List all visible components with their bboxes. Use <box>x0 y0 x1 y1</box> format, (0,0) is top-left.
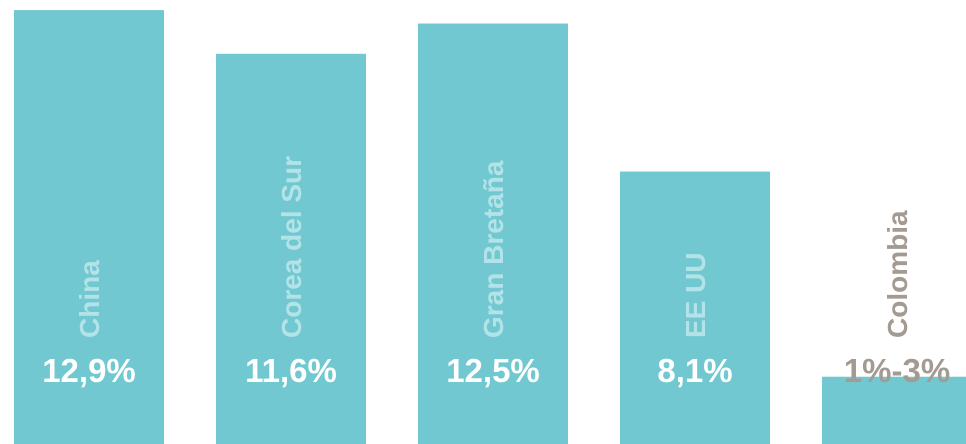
value-label: 12,5% <box>446 352 540 389</box>
value-label: 11,6% <box>245 352 337 389</box>
value-label: 8,1% <box>657 352 732 389</box>
category-label: Gran Bretaña <box>478 160 509 338</box>
bar <box>216 53 366 444</box>
value-label: 1%-3% <box>844 352 950 389</box>
bar <box>620 171 770 444</box>
value-label: 12,9% <box>42 352 136 389</box>
category-label: Corea del Sur <box>276 156 307 338</box>
bar <box>14 10 164 444</box>
bar <box>418 23 568 444</box>
category-label: China <box>74 260 105 338</box>
category-label: Colombia <box>882 210 913 338</box>
bar <box>822 376 966 444</box>
category-label: EE UU <box>680 252 711 338</box>
